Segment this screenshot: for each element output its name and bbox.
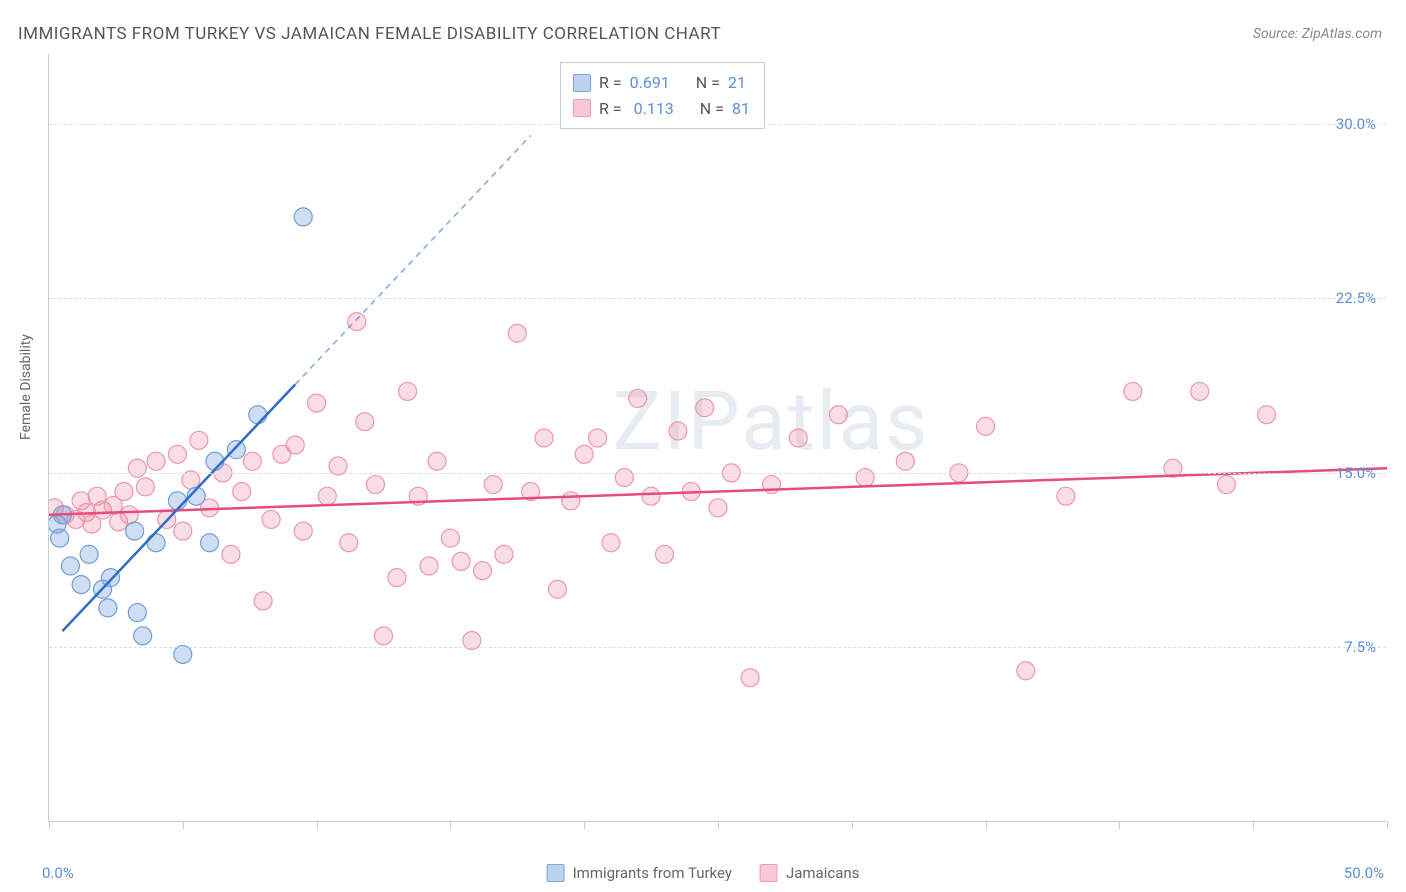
source-attribution: Source: ZipAtlas.com xyxy=(1253,26,1382,42)
y-tick-label: 15.0% xyxy=(1336,464,1376,482)
y-axis-label: Female Disability xyxy=(18,334,34,440)
stats-r-label-2: R = xyxy=(599,96,622,122)
stats-row-2: R = 0.113 N = 81 xyxy=(573,96,750,122)
chart-title: IMMIGRANTS FROM TURKEY VS JAMAICAN FEMAL… xyxy=(18,24,721,44)
y-tick-label: 7.5% xyxy=(1344,638,1376,656)
x-axis-min-label: 0.0% xyxy=(42,864,74,882)
legend-label-2: Jamaicans xyxy=(786,864,859,882)
legend-item-1: Immigrants from Turkey xyxy=(547,864,732,882)
stats-n-label-2: N = xyxy=(700,96,724,122)
stats-n-label-1: N = xyxy=(696,70,720,96)
y-tick-label: 22.5% xyxy=(1336,289,1376,307)
stats-r-label-1: R = xyxy=(599,70,622,96)
chart-svg xyxy=(49,54,1387,822)
stats-swatch-1 xyxy=(573,74,591,92)
legend-swatch-1 xyxy=(547,864,565,882)
stats-swatch-2 xyxy=(573,99,591,117)
legend-item-2: Jamaicans xyxy=(760,864,859,882)
y-tick-label: 30.0% xyxy=(1336,115,1376,133)
stats-r-value-1: 0.691 xyxy=(630,70,670,96)
legend-label-1: Immigrants from Turkey xyxy=(573,864,732,882)
legend-bottom: Immigrants from Turkey Jamaicans xyxy=(547,864,860,882)
legend-swatch-2 xyxy=(760,864,778,882)
stats-legend-box: R = 0.691 N = 21 R = 0.113 N = 81 xyxy=(560,62,765,129)
stats-r-value-2: 0.113 xyxy=(634,96,674,122)
x-axis-max-label: 50.0% xyxy=(1344,864,1384,882)
stats-row-1: R = 0.691 N = 21 xyxy=(573,70,750,96)
stats-n-value-2: 81 xyxy=(732,96,750,122)
stats-n-value-1: 21 xyxy=(728,70,746,96)
plot-area: ZIPatlas 7.5%15.0%22.5%30.0% xyxy=(48,54,1386,822)
chart-container: IMMIGRANTS FROM TURKEY VS JAMAICAN FEMAL… xyxy=(0,0,1406,892)
